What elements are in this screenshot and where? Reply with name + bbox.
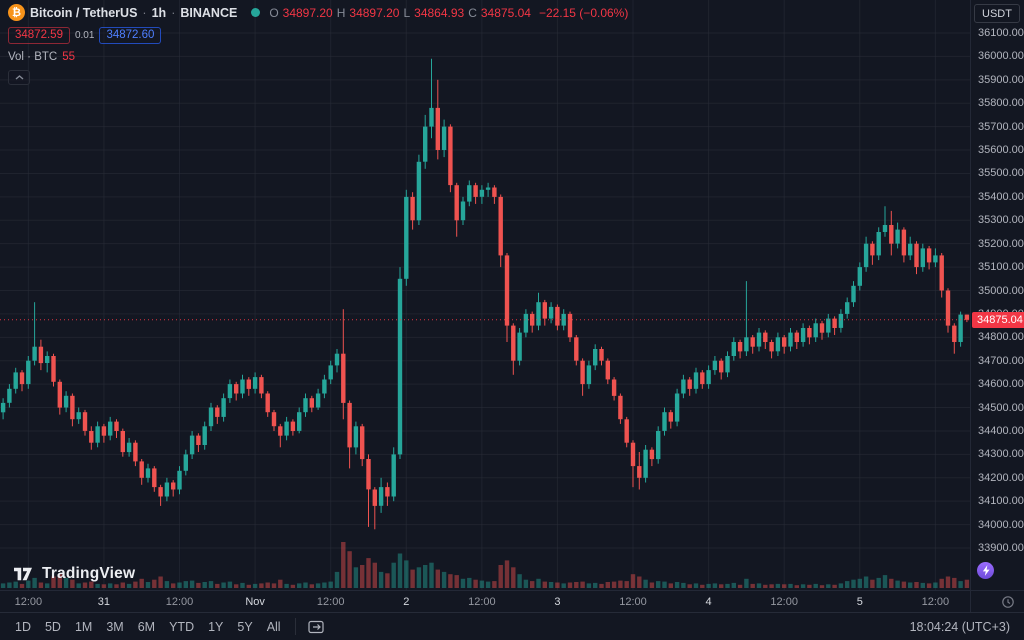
ohlc-values: O 34897.20 H 34897.20 L 34864.93 C 34875…: [269, 6, 628, 20]
time-axis-label: 4: [705, 596, 712, 608]
legend-collapse-button[interactable]: [8, 70, 30, 85]
candlestick-chart[interactable]: [0, 0, 970, 590]
watermark-brand-text: TradingView: [42, 565, 136, 582]
buy-button[interactable]: 34872.60: [99, 27, 162, 44]
time-axis-label: 12:00: [770, 596, 798, 608]
toolbar-divider: [294, 618, 296, 635]
time-axis-label: 12:00: [316, 596, 345, 608]
bitcoin-logo-icon: ₿: [8, 4, 25, 21]
symbol-legend-row: ₿ Bitcoin / TetherUS · 1h · BINANCE O 34…: [8, 4, 628, 21]
range-buttons-group: 1D 5D 1M 3M 6M YTD 1Y 5Y All: [8, 617, 288, 637]
open-value: 34897.20: [282, 5, 333, 20]
time-axis-label: 12:00: [14, 596, 43, 608]
price-axis-label: 35000.00: [978, 284, 1024, 297]
currency-toggle-button[interactable]: USDT: [974, 4, 1020, 23]
price-axis-label: 35700.00: [978, 120, 1024, 133]
close-label: C: [468, 5, 477, 20]
price-axis-label: 34200.00: [978, 471, 1024, 484]
high-value: 34897.20: [349, 5, 400, 20]
legend-separator: ·: [142, 5, 147, 20]
time-axis-label: 12:00: [921, 596, 950, 608]
price-axis-label: 35600.00: [978, 144, 1024, 157]
chevron-up-icon: [15, 75, 23, 80]
low-label: L: [403, 5, 411, 20]
price-axis-label: 34100.00: [978, 495, 1024, 508]
price-axis-label: 34300.00: [978, 448, 1024, 461]
range-button-5d[interactable]: 5D: [38, 617, 68, 637]
interval-label[interactable]: 1h: [151, 5, 167, 20]
last-price-tag: 34875.04: [972, 311, 1024, 328]
price-axis-label: 35900.00: [978, 73, 1024, 86]
tradingview-watermark[interactable]: TradingView: [10, 565, 135, 583]
range-button-1d[interactable]: 1D: [8, 617, 38, 637]
range-button-6m[interactable]: 6M: [131, 617, 162, 637]
price-axis[interactable]: USDT 36100.00 36000.00 35900.00 35800.00 357…: [970, 0, 1024, 590]
clock-label[interactable]: 18:04:24 (UTC+3): [909, 619, 1010, 634]
chart-pane[interactable]: ₿ Bitcoin / TetherUS · 1h · BINANCE O 34…: [0, 0, 970, 590]
high-label: H: [336, 5, 346, 20]
price-axis-label: 36000.00: [978, 50, 1024, 63]
range-button-all[interactable]: All: [260, 617, 288, 637]
time-axis-label: 31: [97, 596, 111, 608]
price-axis-label: 34700.00: [978, 354, 1024, 367]
axis-corner[interactable]: [970, 590, 1024, 612]
range-button-5y[interactable]: 5Y: [230, 617, 259, 637]
price-axis-label: 34800.00: [978, 331, 1024, 344]
range-button-1m[interactable]: 1M: [68, 617, 99, 637]
price-axis-label: 36100.00: [978, 27, 1024, 39]
price-axis-label: 35500.00: [978, 167, 1024, 180]
open-label: O: [269, 5, 279, 20]
spread-value: 0.01: [74, 30, 95, 41]
price-axis-label: 35300.00: [978, 214, 1024, 227]
close-value: 34875.04: [480, 5, 531, 20]
price-axis-label: 34500.00: [978, 401, 1024, 414]
sell-button[interactable]: 34872.59: [8, 27, 70, 44]
volume-legend-row[interactable]: Vol · BTC 55: [8, 51, 628, 63]
market-status-icon: [251, 8, 261, 17]
go-to-date-button[interactable]: [303, 617, 329, 637]
price-axis-label: 33900.00: [978, 542, 1024, 554]
price-axis-label: 34600.00: [978, 378, 1024, 391]
range-button-1y[interactable]: 1Y: [201, 617, 230, 637]
timezone-clock-icon: [1002, 595, 1014, 608]
change-value: −22.15 (−0.06%): [538, 5, 629, 20]
volume-value: 55: [62, 51, 76, 63]
bottom-toolbar: 1D 5D 1M 3M 6M YTD 1Y 5Y All 18:04:24 (UTC+3): [0, 612, 1024, 640]
exchange-label[interactable]: BINANCE: [180, 5, 238, 20]
legend-separator: ·: [171, 5, 176, 20]
volume-label: Vol · BTC: [8, 51, 58, 63]
price-axis-label: 34000.00: [978, 518, 1024, 531]
price-axis-label: 35200.00: [978, 237, 1024, 250]
low-value: 34864.93: [414, 5, 465, 20]
time-axis[interactable]: 12:00 31 12:00 Nov 12:00 2 12:00 3 12:00 4 12:00 5 1…: [0, 590, 970, 612]
time-axis-label: Nov: [245, 596, 265, 608]
range-button-3m[interactable]: 3M: [99, 617, 130, 637]
tradingview-logo-icon: [14, 567, 32, 581]
price-axis-label: 35400.00: [978, 190, 1024, 203]
chart-legend: ₿ Bitcoin / TetherUS · 1h · BINANCE O 34…: [8, 4, 628, 85]
time-axis-label: 2: [403, 596, 410, 608]
symbol-title[interactable]: Bitcoin / TetherUS: [30, 5, 138, 20]
time-axis-label: 12:00: [165, 596, 194, 608]
time-axis-label: 5: [856, 596, 863, 608]
go-to-date-icon: [307, 620, 324, 633]
price-axis-label: 35100.00: [978, 261, 1024, 274]
price-axis-label: 35800.00: [978, 97, 1024, 110]
price-axis-label: 34400.00: [978, 424, 1024, 437]
range-button-ytd[interactable]: YTD: [162, 617, 201, 637]
buy-sell-row: 34872.59 0.01 34872.60: [8, 27, 628, 44]
time-axis-label: 12:00: [468, 596, 496, 608]
time-axis-label: 3: [554, 596, 561, 608]
lightning-icon: [982, 565, 990, 576]
time-axis-label: 12:00: [619, 596, 647, 608]
lightning-button[interactable]: [977, 562, 994, 579]
